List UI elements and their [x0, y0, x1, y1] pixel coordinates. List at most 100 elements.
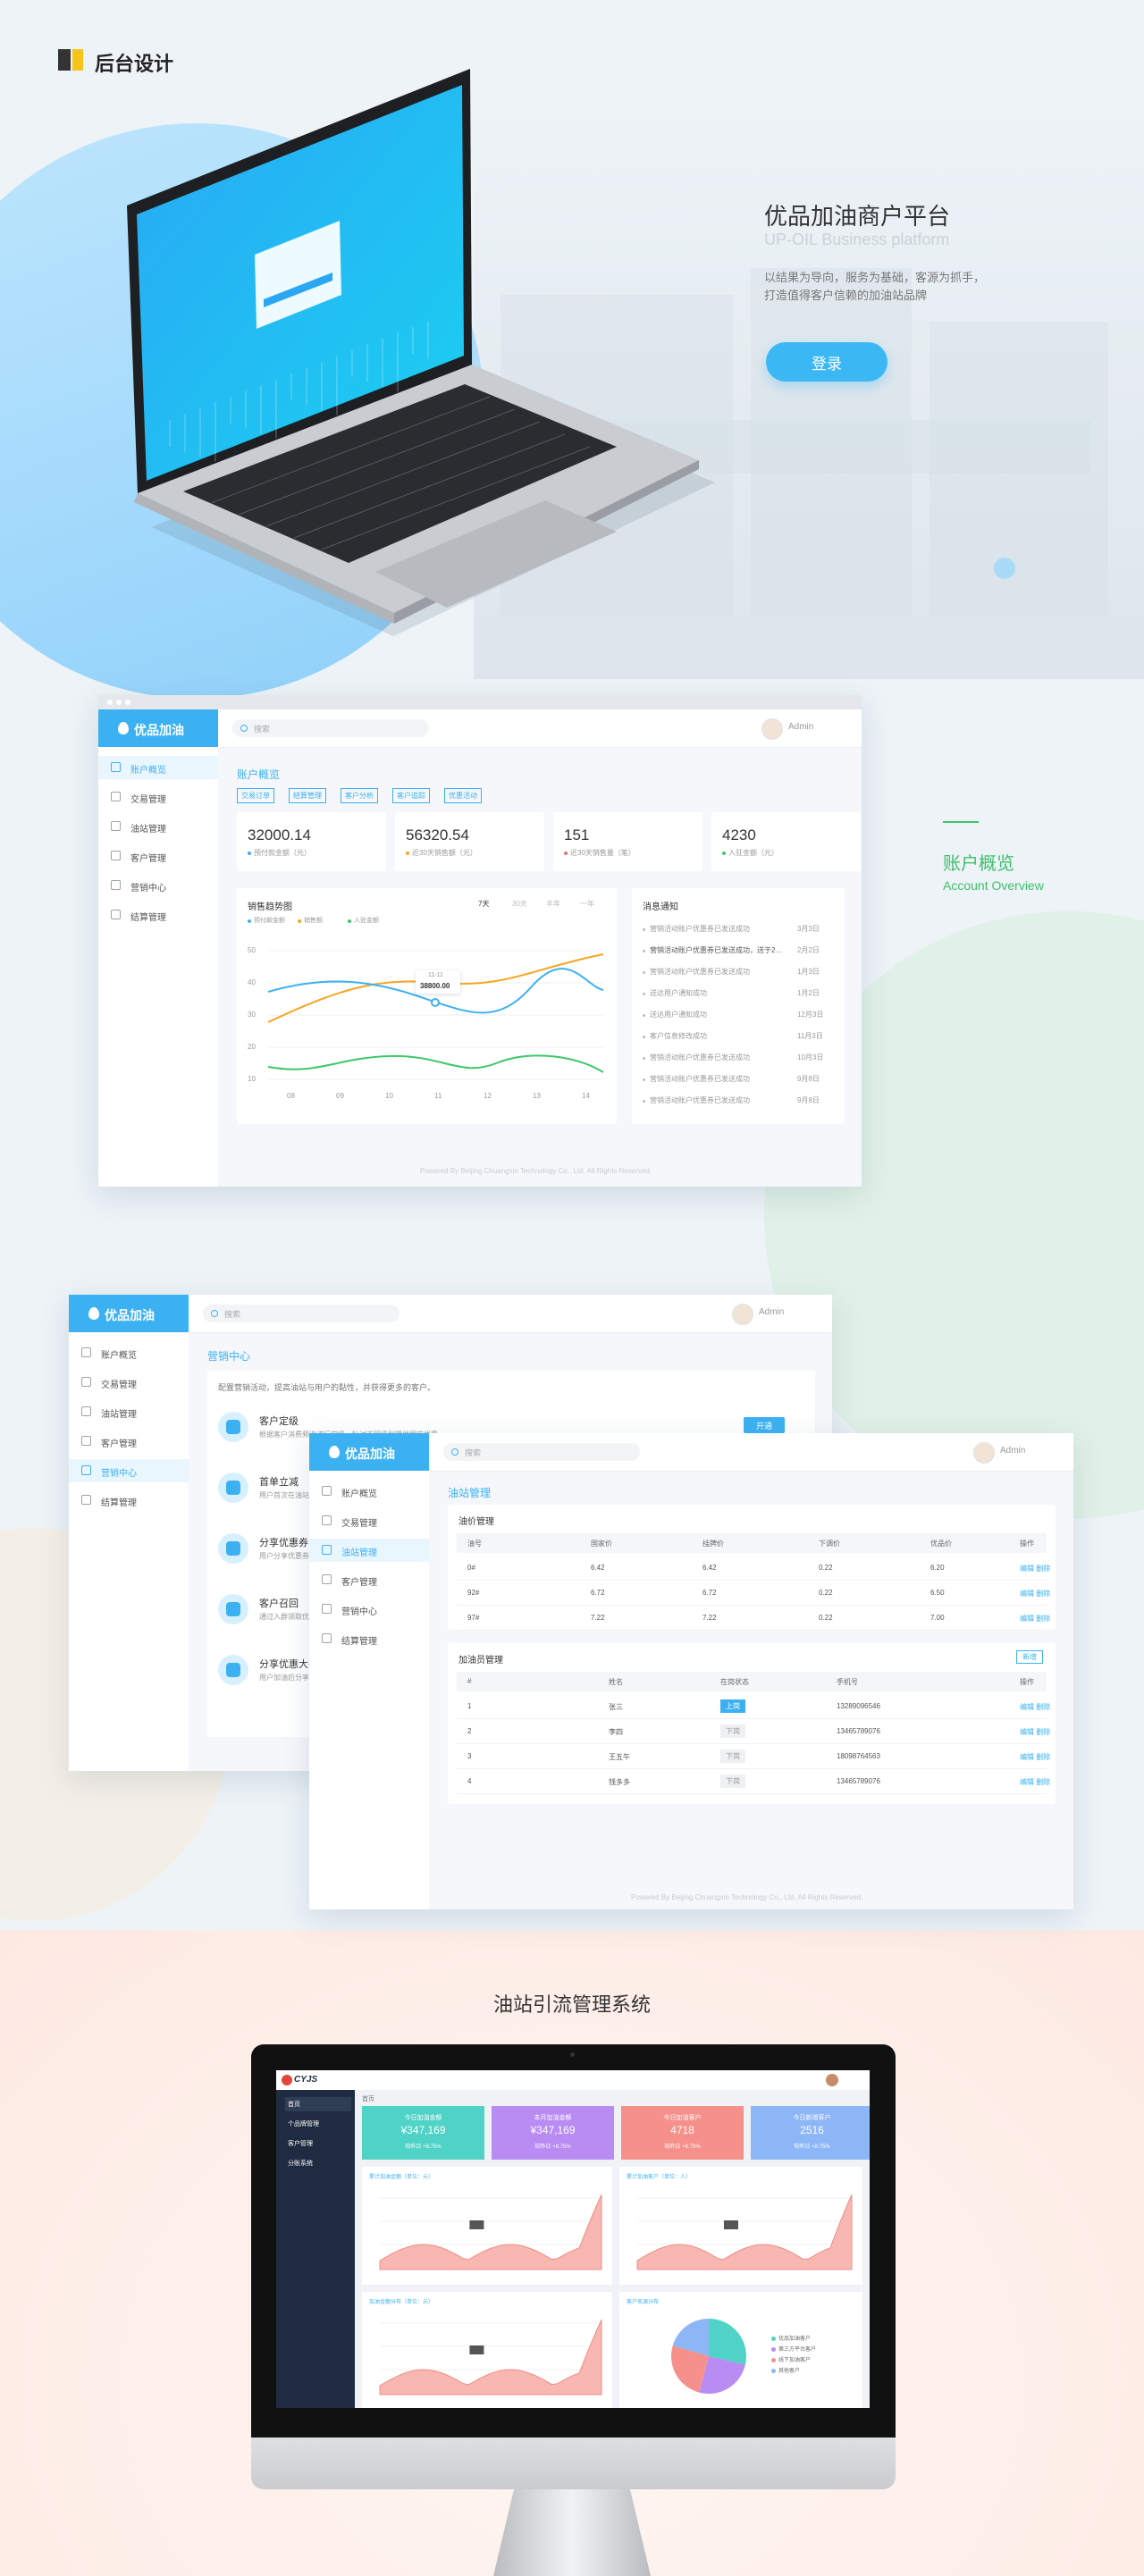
nav-item[interactable]: 客户管理	[309, 1568, 429, 1591]
nav-label[interactable]: 结算管理	[341, 1637, 377, 1647]
summary-card: 今日加油金额 ¥347,169 较昨日 +8.75%	[362, 2106, 484, 2160]
notice-text[interactable]: 营销活动账户优惠券已发送成功	[650, 1053, 750, 1061]
table-row: 92# 6.72 6.72 0.22 6.50 编辑 删除	[457, 1582, 1051, 1606]
row-actions[interactable]: 编辑 删除	[1020, 1728, 1051, 1736]
open-button[interactable]: 开通	[744, 1417, 785, 1433]
row-actions[interactable]: 编辑 删除	[1020, 1590, 1051, 1598]
nav-item[interactable]: 交易管理	[309, 1509, 429, 1532]
notice-text[interactable]: 营销活动账户优惠券已发送成功	[650, 968, 750, 976]
nav-item[interactable]: 结算管理	[309, 1627, 429, 1650]
status-toggle[interactable]: 下岗	[720, 1724, 745, 1738]
laptop-keyboard	[183, 384, 617, 563]
nav-icon	[322, 1574, 332, 1584]
nav-label[interactable]: 账户概览	[341, 1489, 377, 1499]
nav-label[interactable]: 客户管理	[341, 1578, 377, 1588]
nav-item[interactable]: 油站管理	[98, 815, 218, 838]
legend-dot	[771, 2358, 776, 2362]
open-button-label[interactable]: 开通	[755, 1421, 772, 1431]
nav-label[interactable]: 油站管理	[130, 825, 166, 835]
nav-label[interactable]: 结算管理	[130, 913, 166, 923]
nav-label[interactable]: 油站管理	[101, 1410, 137, 1420]
login-button-label[interactable]: 登录	[812, 355, 842, 373]
nav-label[interactable]: 交易管理	[130, 795, 166, 805]
status-toggle[interactable]: 上岗	[720, 1699, 745, 1713]
row-actions[interactable]: 编辑 删除	[1020, 1615, 1051, 1623]
nav-item[interactable]: 营销中心	[69, 1459, 189, 1482]
legend-dot	[771, 2347, 776, 2352]
notice-text[interactable]: 营销活动账户优惠券已发送成功	[650, 925, 750, 933]
nav-item[interactable]: 分账系统	[288, 2161, 313, 2167]
brand: 优品加油	[69, 1295, 189, 1332]
search-placeholder[interactable]: 搜索	[254, 725, 271, 734]
nav-item[interactable]: 油站管理	[309, 1539, 429, 1562]
sidebar	[69, 1332, 189, 1771]
nav-label[interactable]: 营销中心	[130, 884, 166, 894]
tab[interactable]: 优惠活动	[444, 788, 482, 803]
table-cell: 3	[467, 1752, 472, 1760]
nav-label[interactable]: 营销中心	[101, 1469, 137, 1479]
login-button[interactable]: 登录	[766, 342, 887, 382]
nav-item[interactable]: 结算管理	[69, 1489, 189, 1512]
chart-title: 销售趋势图	[248, 902, 292, 912]
notice-text[interactable]: 营销活动账户优惠券已发送成功，送于2月2日参与的客户已发送成功	[650, 946, 784, 954]
notice-text[interactable]: 送达用户通知成功	[650, 989, 707, 997]
nav-item[interactable]: 交易管理	[69, 1371, 189, 1394]
row-actions[interactable]: 编辑 删除	[1020, 1565, 1051, 1573]
tab[interactable]: 交易订单	[237, 788, 274, 803]
nav-item[interactable]: 营销中心	[98, 874, 218, 897]
nav-item[interactable]: 结算管理	[98, 903, 218, 927]
notice-text[interactable]: 营销活动账户优惠券已发送成功	[650, 1075, 750, 1083]
avatar	[973, 1442, 995, 1464]
status-toggle[interactable]: 下岗	[720, 1749, 745, 1763]
page-title: 油站管理	[448, 1487, 492, 1499]
table-cell: 6.72	[591, 1589, 605, 1597]
nav-item[interactable]: 账户概览	[69, 1341, 189, 1364]
nav-label[interactable]: 交易管理	[341, 1519, 377, 1529]
nav-label[interactable]: 客户管理	[101, 1439, 137, 1449]
nav-item[interactable]: 交易管理	[98, 785, 218, 809]
search-placeholder[interactable]: 搜索	[224, 1310, 241, 1319]
series-line	[267, 1054, 604, 1073]
nav-item[interactable]: 客户管理	[98, 844, 218, 868]
notice-dot	[643, 1100, 645, 1103]
status-toggle[interactable]: 下岗	[720, 1775, 745, 1788]
search-box[interactable]: 搜索	[443, 1443, 640, 1461]
notice-text[interactable]: 客户信息修改成功	[650, 1032, 707, 1040]
notice-text[interactable]: 营销活动账户优惠券已发送成功	[650, 1096, 750, 1104]
legend-label: 线下加油客户	[778, 2358, 812, 2363]
tab[interactable]: 客户分析	[341, 788, 378, 803]
row-actions[interactable]: 编辑 删除	[1020, 1703, 1051, 1711]
nav-item[interactable]: 客户管理	[288, 2141, 313, 2147]
nav-item[interactable]: 客户管理	[69, 1430, 189, 1453]
nav-item[interactable]: 营销中心	[309, 1598, 429, 1621]
stat-label: 近30天销售额（元）	[412, 849, 477, 857]
nav-label[interactable]: 交易管理	[101, 1380, 137, 1390]
nav-label[interactable]: 账户概览	[101, 1351, 137, 1361]
nav-label[interactable]: 油站管理	[341, 1548, 377, 1558]
nav-item[interactable]: 首页	[285, 2097, 351, 2111]
nav-label[interactable]: 营销中心	[341, 1607, 377, 1617]
add-button[interactable]: 新增	[1016, 1650, 1043, 1664]
nav-item[interactable]: 账户概览	[309, 1480, 429, 1503]
nav-label[interactable]: 结算管理	[101, 1498, 137, 1508]
user-name[interactable]: Admin	[788, 722, 814, 732]
row-actions[interactable]: 编辑 删除	[1020, 1753, 1051, 1761]
nav-label[interactable]: 客户管理	[130, 854, 166, 864]
user-name[interactable]: Admin	[759, 1307, 785, 1317]
period-tab[interactable]: 半年	[546, 900, 560, 908]
search-placeholder[interactable]: 搜索	[465, 1448, 482, 1457]
tab[interactable]: 客户追踪	[392, 788, 430, 803]
nav-item[interactable]: 个品牌管理	[288, 2121, 319, 2127]
row-actions[interactable]: 编辑 删除	[1020, 1778, 1051, 1786]
tab[interactable]: 结算管理	[289, 788, 326, 803]
nav-item[interactable]: 账户概览	[98, 756, 218, 779]
search-box[interactable]: 搜索	[203, 1305, 400, 1322]
nav-item[interactable]: 油站管理	[69, 1400, 189, 1423]
nav-label[interactable]: 账户概览	[130, 766, 166, 776]
user-name[interactable]: Admin	[1000, 1446, 1026, 1456]
period-tab[interactable]: 7天	[478, 900, 490, 908]
period-tab[interactable]: 30天	[512, 900, 527, 908]
period-tab[interactable]: 一年	[580, 900, 594, 908]
search-box[interactable]: 搜索	[232, 719, 429, 737]
notice-text[interactable]: 送达用户通知成功	[650, 1011, 707, 1019]
